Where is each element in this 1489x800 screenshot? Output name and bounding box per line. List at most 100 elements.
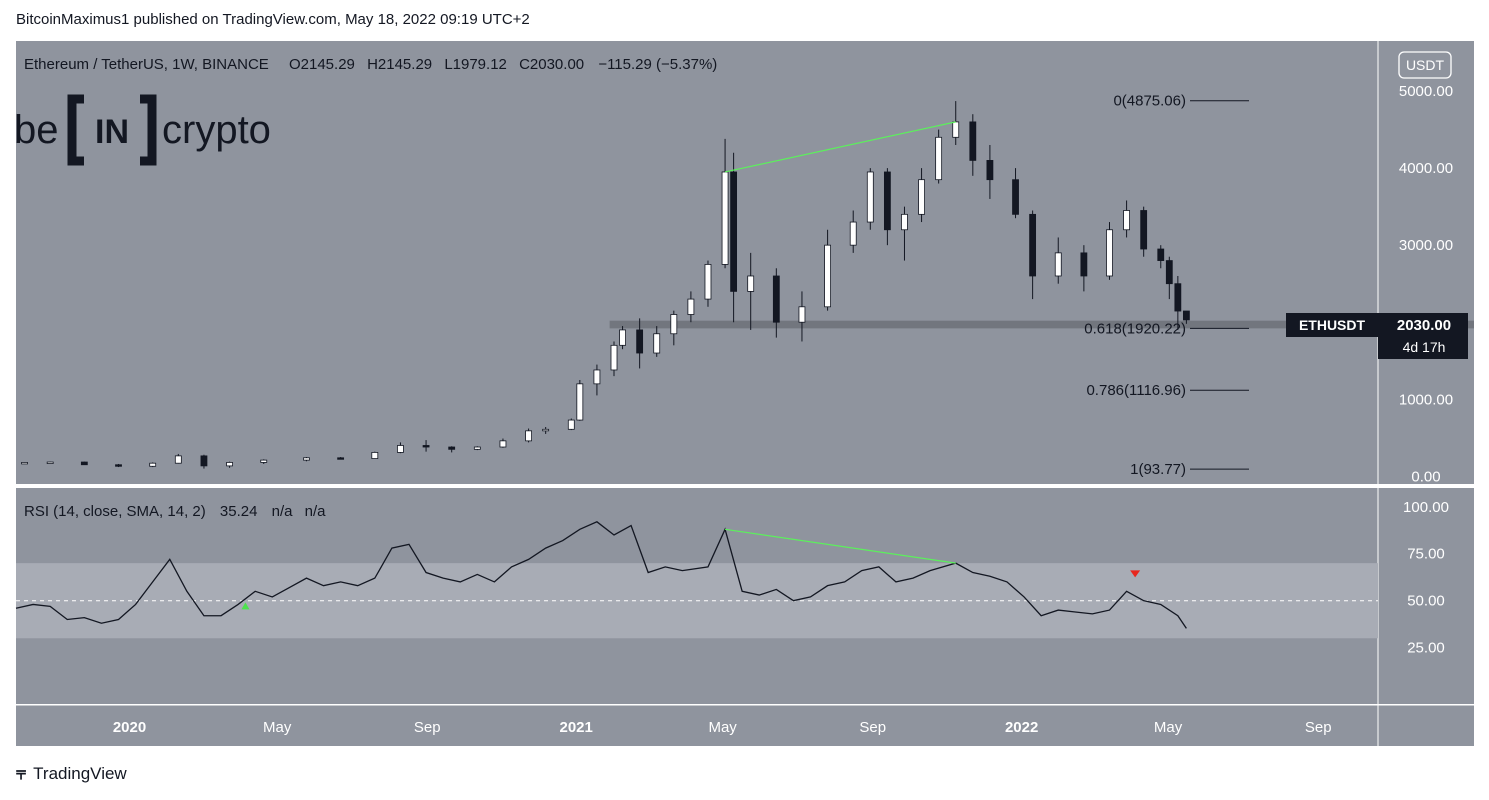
candle	[730, 152, 738, 323]
candle	[576, 379, 584, 421]
candle	[849, 210, 857, 253]
fib-level-label: 1(93.77)	[1130, 461, 1186, 478]
candle	[687, 291, 695, 323]
candle	[798, 291, 806, 342]
candle	[21, 462, 28, 465]
candle	[226, 461, 233, 468]
candle	[636, 318, 644, 369]
candle	[1174, 275, 1182, 330]
currency-button-label: USDT	[1406, 57, 1445, 73]
rsi-tick-label: 75.00	[1407, 546, 1445, 563]
time-tick-label: 2021	[559, 719, 592, 736]
candle	[653, 326, 661, 357]
price-tick-label: 1000.00	[1399, 391, 1453, 408]
time-axis-ticks: 2020 May Sep 2021 May Sep 2022 May Sep	[113, 719, 1332, 736]
candle	[969, 114, 977, 176]
support-zone	[609, 320, 1474, 329]
time-tick-label: Sep	[1305, 719, 1332, 736]
price-tag: ETHUSDT 2030.00 4d 17h	[1286, 313, 1468, 359]
candle	[1165, 256, 1173, 300]
price-tag-symbol-bg	[1286, 313, 1378, 337]
rsi-legend: RSI (14, close, SMA, 14, 2) 35.24 n/a n/…	[24, 503, 326, 520]
candle	[1106, 222, 1113, 280]
rsi-title: RSI (14, close, SMA, 14, 2)	[24, 503, 206, 520]
time-tick-label: May	[263, 719, 292, 736]
legend-open-value: 2145.29	[301, 56, 355, 73]
time-tick-label: May	[708, 719, 737, 736]
fib-level-label: 0.786(1116.96)	[1086, 382, 1186, 399]
fibonacci-levels: 0(4875.06) 0.618(1920.22) 0.786(1116.96) 1(…	[1084, 93, 1249, 478]
candle	[371, 451, 379, 459]
candle	[610, 341, 618, 377]
candle	[935, 129, 943, 184]
candle	[1140, 206, 1148, 257]
rsi-tick-label: 100.00	[1403, 499, 1449, 516]
candle	[260, 459, 268, 464]
candle	[149, 462, 157, 468]
rsi-tick-label: 50.00	[1407, 593, 1445, 610]
price-tag-countdown: 4d 17h	[1403, 339, 1446, 355]
chart-canvas[interactable]: 0(4875.06) 0.618(1920.22) 0.786(1116.96) 1(…	[0, 0, 1489, 760]
price-tag-price: 2030.00	[1397, 317, 1451, 334]
publisher-line: BitcoinMaximus1 published on TradingView…	[16, 11, 530, 28]
candle	[397, 442, 404, 454]
rsi-axis-ticks: 100.00 75.00 50.00 25.00	[1403, 499, 1449, 657]
rsi-axis-bg	[1378, 488, 1474, 704]
candle	[901, 206, 908, 261]
watermark-be: be	[14, 108, 59, 152]
legend-high-value: 2145.29	[378, 56, 432, 73]
candle	[1012, 168, 1019, 219]
watermark-right-bracket	[140, 94, 157, 166]
candle	[422, 440, 430, 452]
candle	[1123, 200, 1130, 238]
candle	[1080, 245, 1088, 292]
candle	[986, 145, 994, 199]
candle	[303, 457, 310, 462]
fib-level-label: 0(4875.06)	[1113, 93, 1186, 110]
time-tick-label: May	[1154, 719, 1183, 736]
candle	[200, 454, 208, 469]
time-tick-label: Sep	[859, 719, 886, 736]
currency-button[interactable]: USDT	[1398, 51, 1452, 79]
price-tag-symbol: ETHUSDT	[1299, 317, 1366, 333]
time-axis-bg	[16, 705, 1474, 746]
rsi-buy-marker	[241, 602, 250, 610]
candle	[542, 426, 550, 434]
footer: ⫧ TradingView	[16, 763, 127, 784]
legend-open-label: O	[289, 56, 301, 73]
legend-high-label: H	[367, 56, 378, 73]
price-axis-ticks: 5000.00 4000.00 3000.00 1000.00 0.00	[1399, 83, 1453, 485]
rsi-extra-1: n/a	[272, 503, 294, 520]
tradingview-logo-icon[interactable]: ⫧	[16, 763, 26, 783]
legend-change: −115.29 (−5.37%)	[598, 56, 717, 73]
candle	[1182, 310, 1190, 324]
candle	[824, 229, 831, 311]
rsi-tick-label: 25.00	[1407, 640, 1445, 657]
candle	[1157, 245, 1165, 269]
candle	[337, 457, 345, 460]
candle	[1054, 237, 1062, 284]
candle	[747, 252, 755, 330]
price-tick-label: 4000.00	[1399, 160, 1453, 177]
candle	[670, 310, 678, 346]
rsi-extra-2: n/a	[305, 503, 327, 520]
candle	[772, 268, 780, 338]
candle	[567, 418, 575, 431]
price-axis-bg	[1378, 41, 1474, 484]
candle	[619, 326, 626, 350]
candle	[918, 168, 925, 223]
watermark-left-bracket	[67, 94, 84, 166]
price-tag-value-bg	[1378, 313, 1468, 359]
time-tick-label: 2022	[1005, 719, 1038, 736]
candle	[473, 446, 481, 451]
price-tick-label: 0.00	[1411, 468, 1440, 485]
legend-low-label: L	[444, 56, 452, 73]
legend-close-value: 2030.00	[530, 56, 584, 73]
rsi-last-value: 35.24	[220, 503, 258, 520]
watermark-in: IN	[95, 113, 129, 151]
candle	[704, 260, 712, 307]
candle	[80, 461, 88, 466]
candle	[115, 463, 122, 468]
footer-brand[interactable]: TradingView	[33, 763, 127, 783]
price-tick-label: 3000.00	[1399, 237, 1453, 254]
